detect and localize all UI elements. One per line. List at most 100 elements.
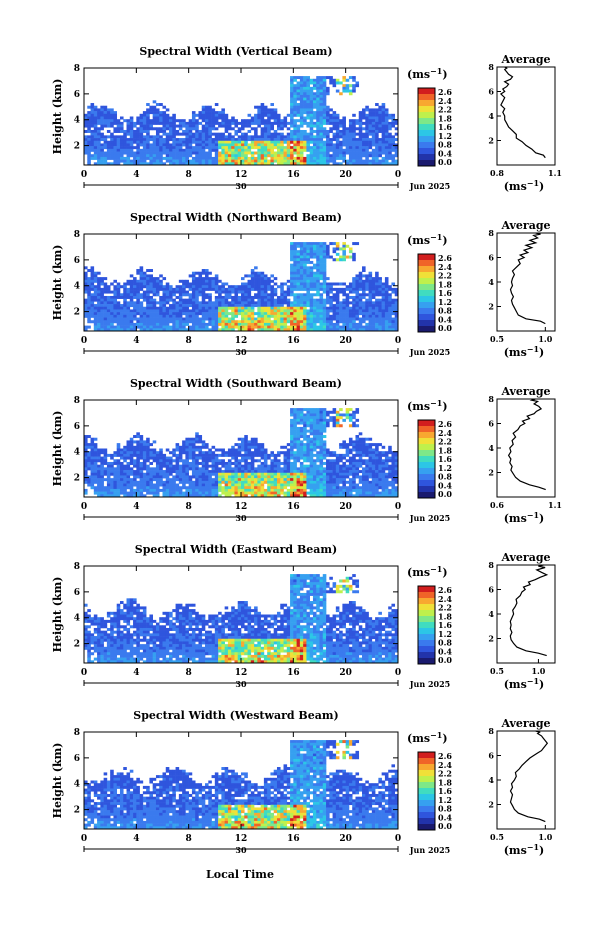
heatmap-cell <box>191 317 196 321</box>
heatmap-cell <box>375 148 379 152</box>
heatmap-cell <box>293 148 297 152</box>
heatmap-cell <box>214 103 219 107</box>
heatmap-cell <box>205 111 209 115</box>
heatmap-cell <box>286 135 291 139</box>
heatmap-cell <box>348 148 353 152</box>
heatmap-cell <box>84 451 88 455</box>
heatmap-cell <box>214 467 219 471</box>
heatmap-cell <box>126 154 131 158</box>
heatmap-cell <box>97 282 101 286</box>
heatmap-cell <box>247 119 252 123</box>
heatmap-cell <box>319 306 324 310</box>
heatmap-cell <box>270 113 275 117</box>
heatmap-cell <box>273 111 278 115</box>
heatmap-cell <box>198 440 203 444</box>
heatmap-cell <box>116 317 121 321</box>
heatmap-cell <box>146 287 150 291</box>
heatmap-cell <box>152 282 157 286</box>
heatmap-cell <box>198 306 203 310</box>
heatmap-cell <box>348 255 353 259</box>
heatmap-cell <box>129 314 134 318</box>
heatmap-cell <box>201 475 206 479</box>
heatmap-cell <box>319 162 324 166</box>
heatmap-cell <box>159 162 163 166</box>
heatmap-cell <box>394 290 399 294</box>
heatmap-cell <box>322 277 327 281</box>
heatmap-cell <box>129 470 134 474</box>
heatmap-cell <box>299 146 304 150</box>
colorbar-tick-label: 1.6 <box>438 288 452 298</box>
heatmap-cell <box>155 491 160 495</box>
heatmap-cell <box>388 309 392 313</box>
heatmap-cell <box>84 467 88 471</box>
heatmap-cell <box>260 154 265 158</box>
heatmap-cell <box>273 298 278 302</box>
heatmap-cell <box>185 154 189 158</box>
heatmap-cell <box>142 282 147 286</box>
heatmap-cell <box>103 322 108 326</box>
heatmap-cell <box>306 258 310 262</box>
heatmap-cell <box>329 314 333 318</box>
heatmap-cell <box>136 494 140 498</box>
heatmap-cell <box>384 159 389 163</box>
heatmap-cell <box>123 129 127 133</box>
heatmap-cell <box>250 138 255 142</box>
heatmap-cell <box>329 108 333 112</box>
heatmap-cell <box>368 138 373 142</box>
heatmap-cell <box>293 285 297 289</box>
heatmap-cell <box>116 461 121 465</box>
heatmap-cell <box>211 279 216 283</box>
panel-title: Spectral Width (Southward Beam) <box>130 377 342 390</box>
heatmap-cell <box>172 317 176 321</box>
heatmap-cell <box>381 108 386 112</box>
heatmap-cell <box>241 156 245 160</box>
heatmap-cell <box>371 143 376 147</box>
heatmap-cell <box>306 86 310 90</box>
heatmap-cell <box>97 478 101 482</box>
heatmap-cell <box>119 456 124 460</box>
heatmap-cell <box>224 453 229 457</box>
heatmap-cell <box>97 127 101 131</box>
heatmap-cell <box>191 445 196 449</box>
heatmap-cell <box>97 148 101 152</box>
heatmap-cell <box>267 138 271 142</box>
heatmap-cell <box>388 132 392 136</box>
heatmap-cell <box>142 314 147 318</box>
heatmap-cell <box>142 322 147 326</box>
heatmap-cell <box>273 461 278 465</box>
heatmap-cell <box>119 129 124 133</box>
heatmap-cell <box>198 116 203 120</box>
heatmap-cell <box>185 328 189 332</box>
heatmap-cell <box>178 306 183 310</box>
heatmap-cell <box>241 287 245 291</box>
heatmap-cell <box>129 274 134 278</box>
heatmap-cell <box>227 328 232 332</box>
heatmap-cell <box>296 328 301 332</box>
heatmap-cell <box>309 100 314 104</box>
heatmap-cell <box>290 269 294 273</box>
heatmap-cell <box>84 459 88 463</box>
heatmap-cell <box>276 119 281 123</box>
heatmap-cell <box>267 467 271 471</box>
heatmap-cell <box>254 448 258 452</box>
heatmap-cell <box>296 285 301 289</box>
heatmap-cell <box>97 285 101 289</box>
heatmap-cell <box>97 156 101 160</box>
heatmap-cell <box>198 488 203 492</box>
avg-y-tick-label: 2 <box>488 136 494 146</box>
heatmap-cell <box>332 247 337 251</box>
heatmap-cell <box>247 317 252 321</box>
heatmap-cell <box>123 480 127 484</box>
heatmap-cell <box>123 459 127 463</box>
heatmap-cell <box>142 328 147 332</box>
heatmap-cell <box>172 113 176 117</box>
heatmap-cell <box>237 453 242 457</box>
heatmap-cell <box>182 140 186 144</box>
heatmap-cell <box>87 282 91 286</box>
heatmap-cell <box>162 494 167 498</box>
heatmap-cell <box>362 279 366 283</box>
heatmap-cell <box>195 282 199 286</box>
heatmap-cell <box>358 322 363 326</box>
heatmap-cell <box>149 111 153 115</box>
heatmap-cell <box>152 491 157 495</box>
